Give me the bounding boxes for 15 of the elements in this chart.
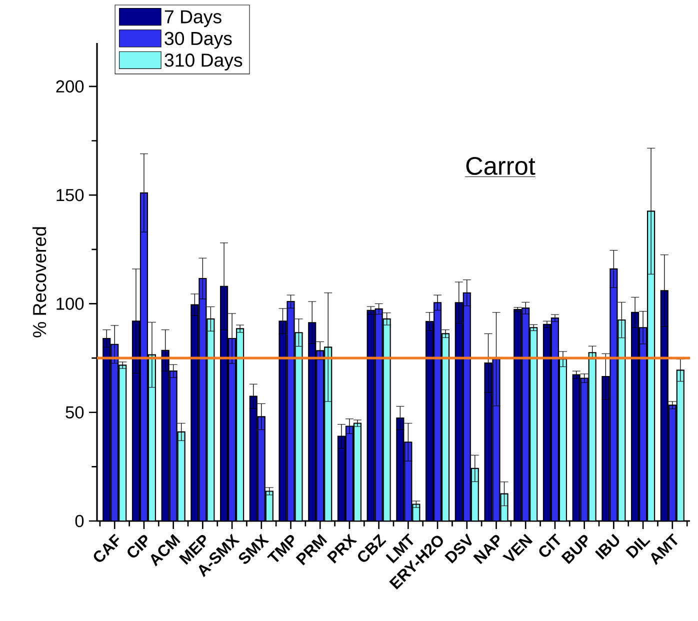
legend-label: 7 Days <box>164 10 222 28</box>
x-tick-label: CIP <box>128 535 148 558</box>
y-axis-title: % Recovered <box>32 227 46 338</box>
x-tick-label: TMP <box>267 534 294 562</box>
legend-label: 30 Days <box>164 32 232 49</box>
y-tick-label: 200 <box>56 80 84 93</box>
annotation: Carrot <box>466 156 536 175</box>
y-tick-label: 0 <box>75 514 84 528</box>
y-tick-label: 50 <box>66 406 84 418</box>
x-tick-label: CIT <box>539 533 560 557</box>
legend-label: 310 Days <box>164 54 242 70</box>
x-tick-label: DIL <box>626 538 650 558</box>
y-tick-label: 100 <box>56 298 84 310</box>
y-tick-label: 150 <box>56 188 84 202</box>
x-tick-label: IBU <box>594 534 620 560</box>
